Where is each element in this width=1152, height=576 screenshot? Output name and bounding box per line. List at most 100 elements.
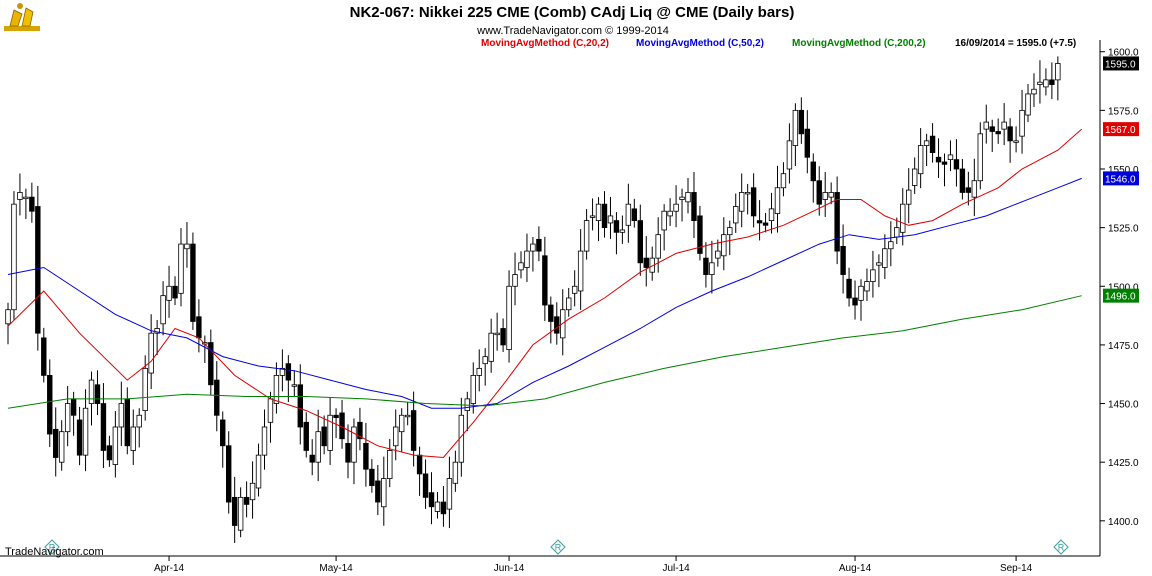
- candle: [852, 280, 858, 320]
- candle: [649, 246, 655, 281]
- candle: [864, 268, 870, 301]
- candle: [398, 408, 405, 453]
- candle: [744, 183, 751, 215]
- candle: [589, 198, 596, 231]
- candle: [643, 236, 649, 287]
- candle: [953, 139, 960, 187]
- candle: [828, 182, 834, 205]
- x-tick-label: Apr-14: [154, 563, 184, 574]
- candle: [571, 270, 578, 307]
- candle: [834, 176, 840, 265]
- x-tick-label: Aug-14: [839, 563, 872, 574]
- candle: [733, 193, 739, 233]
- candle: [774, 165, 781, 233]
- candle: [911, 157, 918, 194]
- candle: [762, 212, 769, 233]
- candle: [214, 361, 220, 432]
- candle: [124, 387, 130, 455]
- legend-ma20: MovingAvgMethod (C,20,2): [481, 38, 609, 49]
- candle: [297, 364, 303, 445]
- candle: [428, 472, 435, 525]
- candle: [989, 119, 995, 152]
- svg-text:R: R: [49, 543, 56, 553]
- price-tag: 1567.0: [1103, 122, 1139, 137]
- candle: [780, 162, 787, 197]
- candle: [231, 476, 238, 543]
- candle: [631, 198, 638, 228]
- candle: [118, 381, 125, 446]
- price-tag: 1496.0: [1103, 288, 1139, 303]
- candle: [929, 123, 936, 163]
- price-tags: 1595.0 1567.0 1546.0 1496.0: [1103, 56, 1139, 303]
- candle: [548, 296, 554, 344]
- candle: [482, 348, 488, 386]
- candle: [387, 438, 393, 488]
- candle: [29, 182, 35, 223]
- footer-brand: TradeNavigator.com: [5, 546, 104, 558]
- candle: [506, 270, 512, 363]
- candle: [542, 236, 548, 322]
- candle: [249, 461, 256, 519]
- last-value-readout: 16/09/2014 = 1595.0 (+7.5): [955, 38, 1076, 49]
- candle: [190, 232, 196, 330]
- candle: [846, 267, 852, 307]
- candle: [375, 464, 381, 516]
- candle: [64, 386, 71, 447]
- price-tag-label: 1567.0: [1105, 125, 1136, 136]
- candle: [512, 252, 518, 306]
- candle: [703, 242, 709, 288]
- candle: [1025, 83, 1031, 123]
- candle: [995, 118, 1001, 144]
- event-marker-icon[interactable]: R: [44, 539, 60, 555]
- candle: [11, 191, 17, 320]
- legend-ma50: MovingAvgMethod (C,50,2): [636, 38, 764, 49]
- candle: [798, 97, 805, 144]
- candle: [1013, 126, 1019, 153]
- candle: [935, 138, 942, 178]
- candle: [625, 183, 632, 243]
- candle: [130, 409, 136, 465]
- candle: [351, 418, 357, 485]
- candle: [363, 422, 369, 487]
- candle: [178, 228, 184, 307]
- candle: [607, 196, 614, 239]
- candle: [577, 229, 584, 310]
- candle: [255, 443, 262, 497]
- event-marker-icon[interactable]: R: [550, 539, 566, 555]
- price-tag-label: 1595.0: [1105, 59, 1136, 70]
- candle: [637, 204, 643, 276]
- candle: [339, 399, 345, 449]
- candle: [94, 370, 101, 416]
- candle: [738, 173, 745, 228]
- candle: [691, 171, 697, 239]
- candle: [1001, 103, 1007, 146]
- candle: [983, 104, 989, 144]
- candle: [136, 408, 142, 448]
- x-axis-ticks: Apr-14 May-14 Jun-14 Jul-14 Aug-14 Sep-14: [154, 556, 1033, 574]
- candle: [888, 221, 894, 267]
- candle: [23, 188, 29, 220]
- candle: [822, 171, 828, 217]
- candle: [291, 370, 298, 397]
- chart-title: NK2-067: Nikkei 225 CME (Comb) CAdj Liq …: [350, 4, 795, 21]
- svg-text:R: R: [555, 543, 562, 553]
- candle: [393, 409, 399, 461]
- candle: [202, 335, 208, 364]
- candle: [243, 481, 250, 518]
- candle: [476, 349, 482, 392]
- candle: [369, 459, 375, 493]
- candle: [601, 191, 608, 238]
- candle: [345, 424, 351, 479]
- candle: [1019, 89, 1025, 154]
- moving-average-line: [7, 128, 1083, 459]
- y-tick-label: 1550.0: [1108, 165, 1139, 176]
- svg-text:R: R: [1058, 543, 1065, 553]
- price-tag: 1546.0: [1103, 171, 1139, 186]
- event-marker-icon[interactable]: R: [1053, 539, 1069, 555]
- candle: [41, 327, 47, 383]
- candlestick-series: [5, 56, 1061, 543]
- trade-navigator-logo-icon: [4, 3, 40, 31]
- candle: [583, 209, 590, 260]
- candle: [58, 420, 65, 471]
- candle: [709, 240, 715, 294]
